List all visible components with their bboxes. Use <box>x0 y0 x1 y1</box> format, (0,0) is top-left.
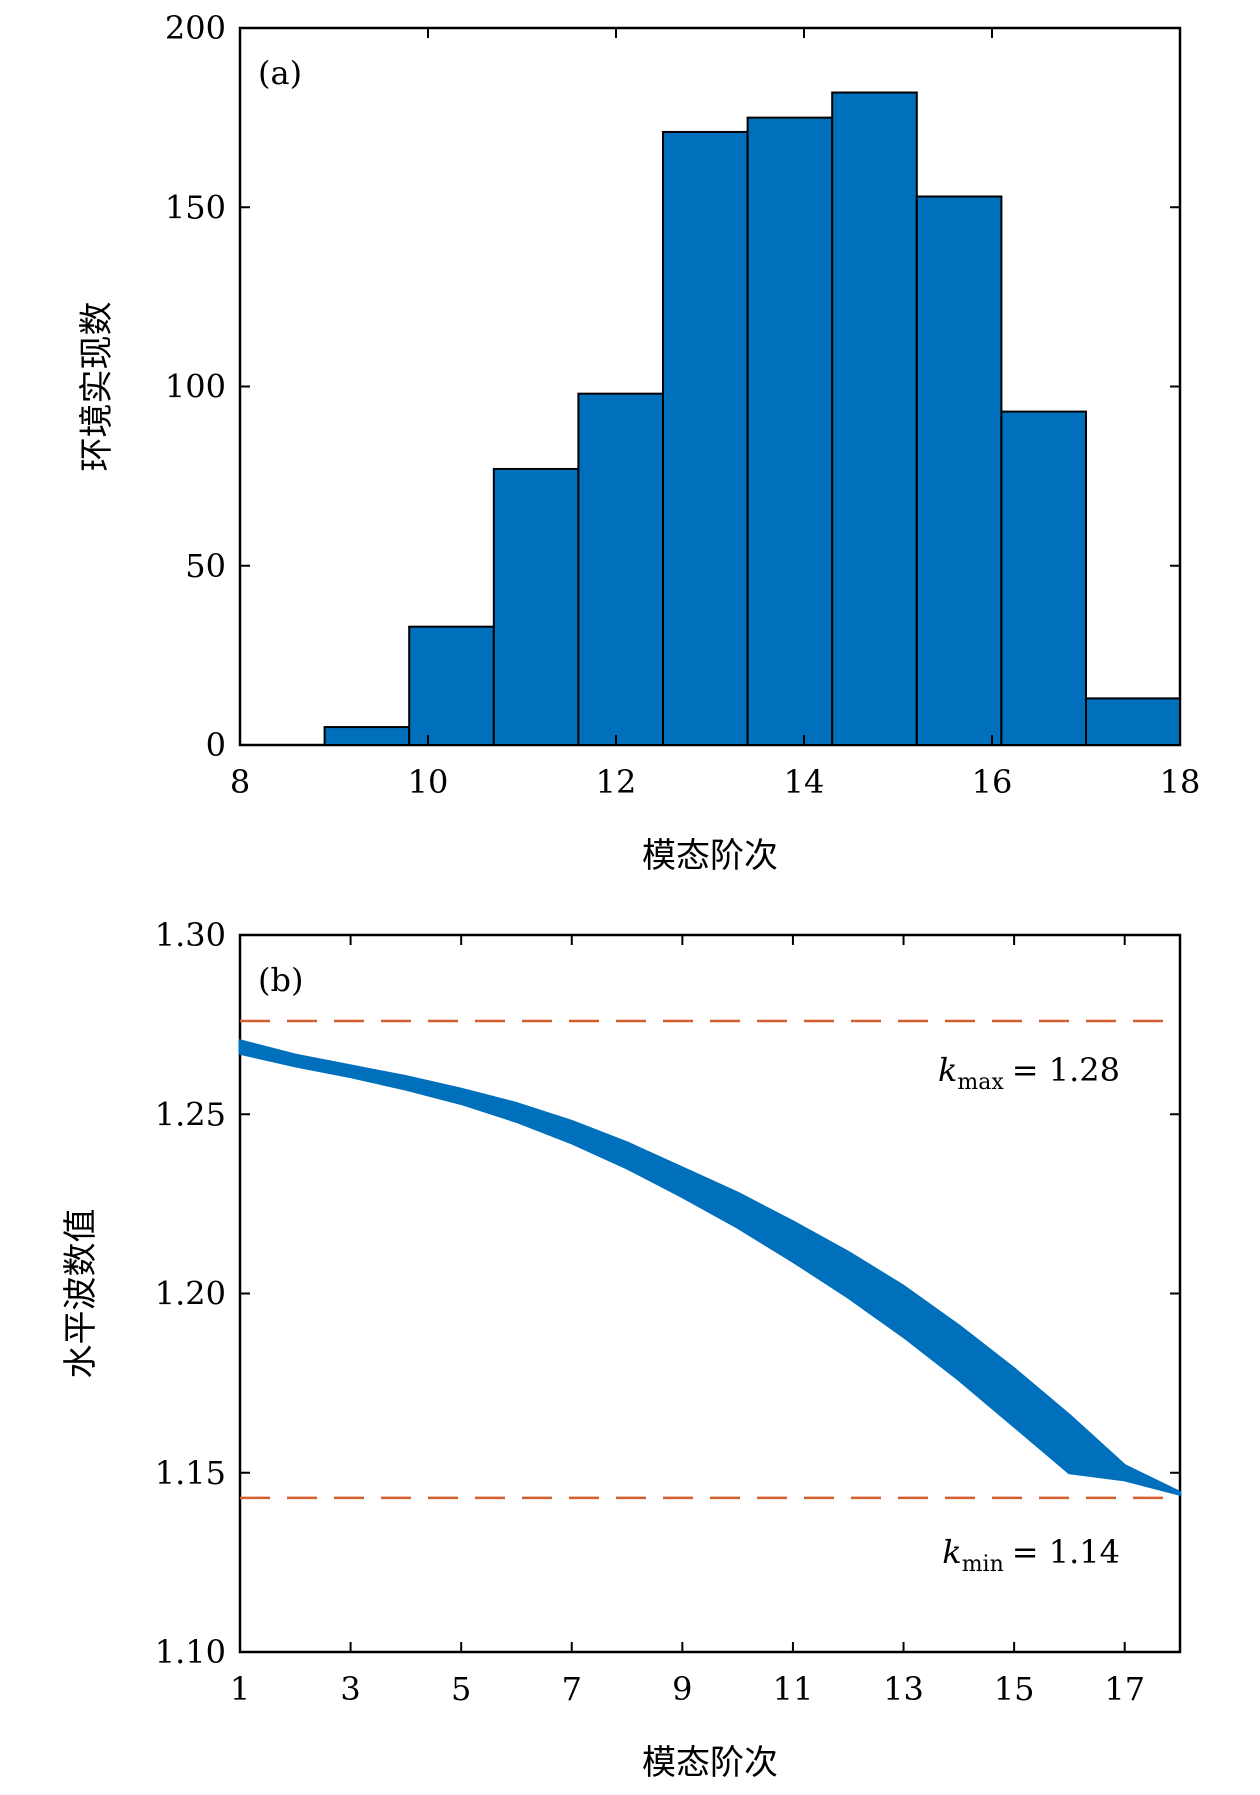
histogram-bar <box>577 392 665 746</box>
x-tick-label: 10 <box>408 763 449 801</box>
panel-a-histogram: 8 10 12 14 16 18 0 50 100 150 200 (a) 模态阶次 环境实现数 <box>77 9 1200 876</box>
y-tick-label: 1.25 <box>155 1095 226 1133</box>
panel-b-x-axis-title: 模态阶次 <box>642 1743 778 1783</box>
y-tick-label: 1.20 <box>155 1275 226 1313</box>
histogram-bar <box>662 130 749 746</box>
y-tick-label: 200 <box>165 9 226 47</box>
x-tick-label: 12 <box>596 763 637 801</box>
annotation-k-min: kmin = 1.14 <box>942 1533 1120 1577</box>
annotation-k-max: kmax = 1.28 <box>938 1051 1120 1095</box>
x-tick-label: 13 <box>883 1670 924 1708</box>
x-tick-label: 16 <box>972 763 1013 801</box>
histogram-bar <box>1085 697 1181 747</box>
x-tick-label: 5 <box>451 1670 471 1708</box>
panel-b-wavenumber-band <box>238 1039 1182 1496</box>
x-tick-label: 7 <box>562 1670 582 1708</box>
x-tick-label: 14 <box>784 763 825 801</box>
panel-a-x-axis-title: 模态阶次 <box>642 836 778 876</box>
panel-b-wavenumber: 1 3 5 7 9 11 13 15 171.101.151.201.251.30 (b) 模态… <box>61 916 1182 1783</box>
panel-b-ticks: 1 3 5 7 9 11 13 15 171.101.151.201.251.30 <box>155 916 1180 1708</box>
y-tick-label: 150 <box>165 188 226 226</box>
x-tick-label: 15 <box>994 1670 1035 1708</box>
y-tick-label: 50 <box>185 547 226 585</box>
histogram-bar <box>408 625 495 747</box>
x-tick-label: 9 <box>672 1670 692 1708</box>
panel-b-y-axis-title: 水平波数值 <box>61 1209 101 1379</box>
panel-a-ticks: 8 10 12 14 16 18 0 50 100 150 200 <box>165 9 1200 801</box>
x-tick-label: 8 <box>230 763 250 801</box>
panel-a-bars <box>323 91 1181 747</box>
histogram-bar <box>831 91 918 746</box>
histogram-bar <box>1000 410 1088 746</box>
y-tick-label: 100 <box>165 368 226 406</box>
panel-b-annotations: kmax = 1.28 kmin = 1.14 <box>938 1051 1120 1577</box>
panel-b-tag: (b) <box>258 961 303 999</box>
histogram-bar <box>915 195 1003 746</box>
x-tick-label: 18 <box>1160 763 1201 801</box>
histogram-bar <box>323 726 411 747</box>
x-tick-label: 1 <box>230 1670 250 1708</box>
panel-b-reference-lines <box>240 1019 1180 1500</box>
y-tick-label: 0 <box>206 726 226 764</box>
x-tick-label: 11 <box>773 1670 814 1708</box>
y-tick-label: 1.10 <box>155 1633 226 1671</box>
x-tick-label: 3 <box>340 1670 360 1708</box>
x-tick-label: 17 <box>1104 1670 1145 1708</box>
y-tick-label: 1.30 <box>155 916 226 954</box>
panel-a-tag: (a) <box>258 54 302 92</box>
histogram-bar <box>746 116 834 746</box>
histogram-bar <box>492 467 580 746</box>
y-tick-label: 1.15 <box>155 1454 226 1492</box>
panel-a-y-axis-title: 环境实现数 <box>77 302 117 472</box>
